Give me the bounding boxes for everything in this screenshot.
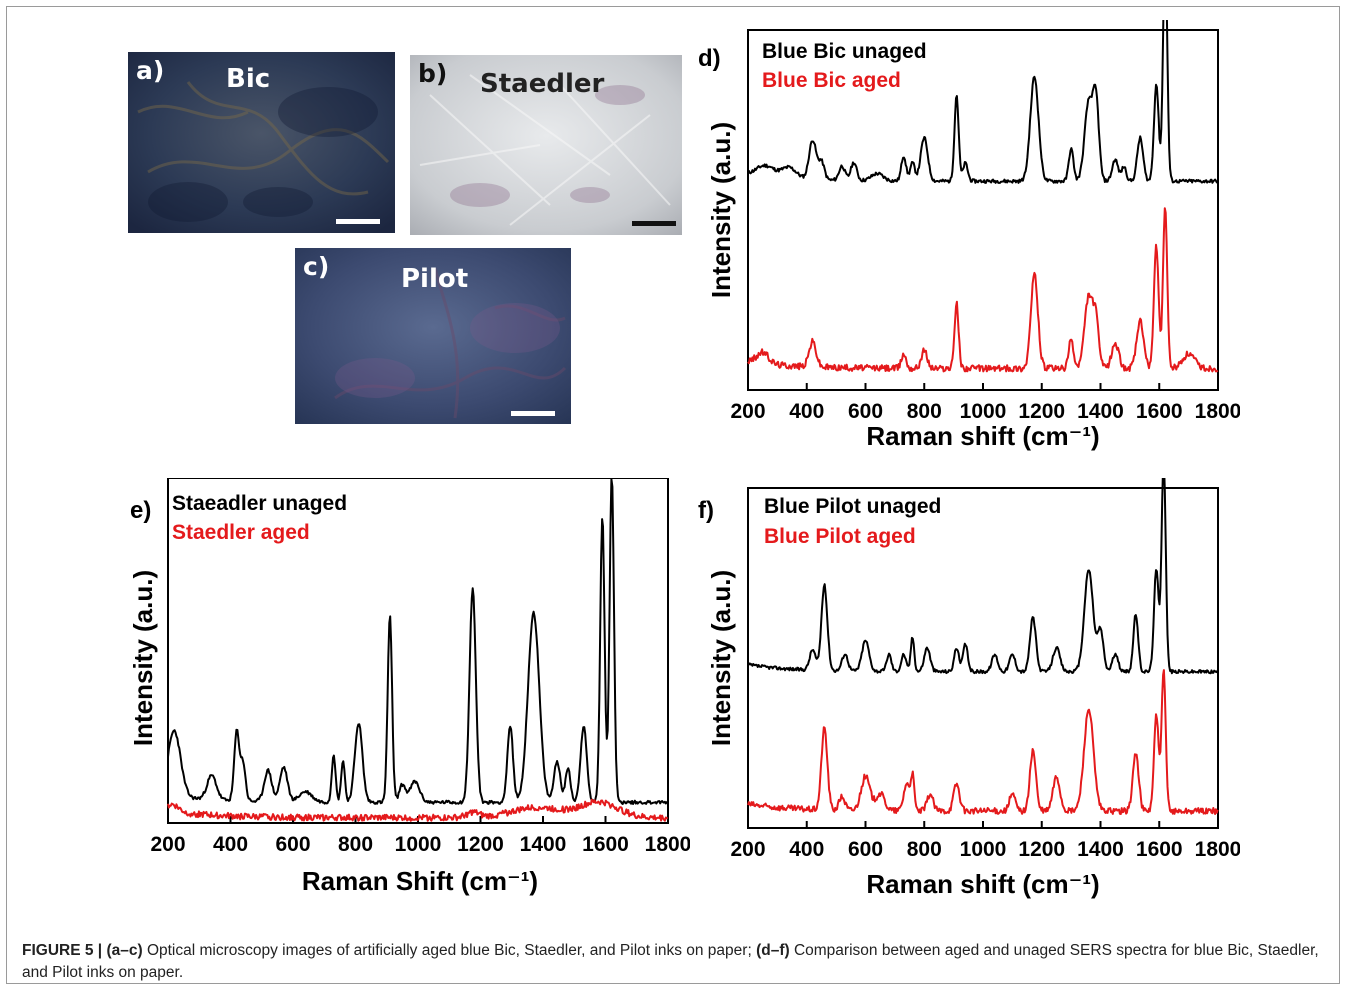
micrograph-title-staedler: Staedler xyxy=(480,69,605,99)
x-tick-label: 1200 xyxy=(1018,400,1065,423)
legend-entry-aged: Staedler aged xyxy=(172,521,310,544)
figure-caption: FIGURE 5 | (a–c) Optical microscopy imag… xyxy=(22,940,1322,984)
x-tick-label: 600 xyxy=(275,833,310,856)
x-ticks: 200 400 600 800 1000 1200 1400 1600 1800 xyxy=(150,816,690,856)
micrograph-pilot-image xyxy=(295,248,571,424)
micrograph-staedler-image xyxy=(410,55,682,235)
x-tick-label: 600 xyxy=(848,400,883,423)
x-tick-label: 1200 xyxy=(457,833,504,856)
panel-label-c: c) xyxy=(303,252,330,281)
panel-label-e: e) xyxy=(130,497,151,524)
chart-f-pilot-spectra: 200 400 600 800 1000 1200 1400 1600 1800 f) Blue… xyxy=(698,478,1240,899)
legend-entry-unaged: Blue Bic unaged xyxy=(762,40,927,63)
x-tick-label: 800 xyxy=(338,833,373,856)
caption-text-d-f: Comparison between aged and unaged SERS … xyxy=(22,942,1319,981)
series-line-aged xyxy=(747,669,1219,815)
micrograph-bic: a) Bic xyxy=(128,52,395,233)
x-tick-label: 1800 xyxy=(1195,838,1240,861)
x-axis-label: Raman shift (cm⁻¹) xyxy=(866,869,1099,899)
caption-text-a-c: Optical microscopy images of artificiall… xyxy=(142,942,757,959)
chart-e-staedler-spectra: 200 400 600 800 1000 1200 1400 1600 1800 e) Stae… xyxy=(128,478,690,896)
figure-frame xyxy=(6,6,1340,984)
y-axis-label: Intensity (a.u.) xyxy=(706,570,736,746)
x-tick-label: 200 xyxy=(150,833,185,856)
x-tick-label: 400 xyxy=(789,838,824,861)
micrograph-title-bic: Bic xyxy=(226,64,271,94)
x-ticks: 200 400 600 800 1000 1200 1400 1600 1800 xyxy=(730,821,1240,861)
micrograph-pilot: c) Pilot xyxy=(295,248,571,424)
x-tick-label: 1600 xyxy=(582,833,629,856)
panel-label-b: b) xyxy=(418,59,448,88)
caption-figure-number: FIGURE 5 | xyxy=(22,942,103,959)
x-tick-label: 1800 xyxy=(645,833,690,856)
x-tick-label: 400 xyxy=(789,400,824,423)
x-tick-label: 800 xyxy=(907,400,942,423)
x-tick-label: 1000 xyxy=(960,838,1007,861)
series-line-aged xyxy=(167,798,668,822)
x-tick-label: 600 xyxy=(848,838,883,861)
scale-bar xyxy=(336,219,380,224)
micrograph-title-pilot: Pilot xyxy=(401,264,469,294)
legend-entry-aged: Blue Bic aged xyxy=(762,69,901,92)
x-tick-label: 400 xyxy=(213,833,248,856)
scale-bar xyxy=(511,411,555,416)
series-line-unaged xyxy=(747,478,1219,675)
x-tick-label: 1400 xyxy=(520,833,567,856)
x-tick-label: 200 xyxy=(730,838,765,861)
series-line-aged xyxy=(747,207,1219,373)
x-tick-label: 1400 xyxy=(1077,400,1124,423)
x-tick-label: 200 xyxy=(730,400,765,423)
y-axis-label: Intensity (a.u.) xyxy=(128,570,158,746)
scale-bar xyxy=(632,221,676,226)
series-group xyxy=(747,20,1219,373)
x-ticks: 200 400 600 800 1000 1200 1400 1600 1800 xyxy=(730,383,1240,423)
caption-label-a-c: (a–c) xyxy=(106,942,143,959)
x-tick-label: 1000 xyxy=(395,833,442,856)
panel-label-d: d) xyxy=(698,45,721,72)
x-tick-label: 1000 xyxy=(960,400,1007,423)
x-tick-label: 1200 xyxy=(1018,838,1065,861)
x-tick-label: 800 xyxy=(907,838,942,861)
x-axis-label: Raman Shift (cm⁻¹) xyxy=(302,866,538,896)
series-group xyxy=(747,478,1219,815)
legend-entry-unaged: Blue Pilot unaged xyxy=(764,495,941,518)
x-tick-label: 1800 xyxy=(1195,400,1240,423)
panel-label-a: a) xyxy=(136,56,165,85)
chart-d-bic-spectra: 200 400 600 800 1000 1200 1400 1600 1800 d) Blue… xyxy=(698,20,1240,451)
x-tick-label: 1600 xyxy=(1136,400,1183,423)
x-axis-label: Raman shift (cm⁻¹) xyxy=(866,421,1099,451)
caption-label-d-f: (d–f) xyxy=(756,942,790,959)
x-tick-label: 1400 xyxy=(1077,838,1124,861)
legend-entry-aged: Blue Pilot aged xyxy=(764,525,916,548)
legend-entry-unaged: Staeadler unaged xyxy=(172,492,347,515)
micrograph-staedler: b) Staedler xyxy=(410,55,682,235)
panel-label-f: f) xyxy=(698,497,714,524)
series-line-unaged xyxy=(167,478,668,805)
series-line-unaged xyxy=(747,20,1219,184)
x-tick-label: 1600 xyxy=(1136,838,1183,861)
y-axis-label: Intensity (a.u.) xyxy=(706,122,736,298)
series-group xyxy=(167,478,668,822)
micrograph-bic-image xyxy=(128,52,395,233)
